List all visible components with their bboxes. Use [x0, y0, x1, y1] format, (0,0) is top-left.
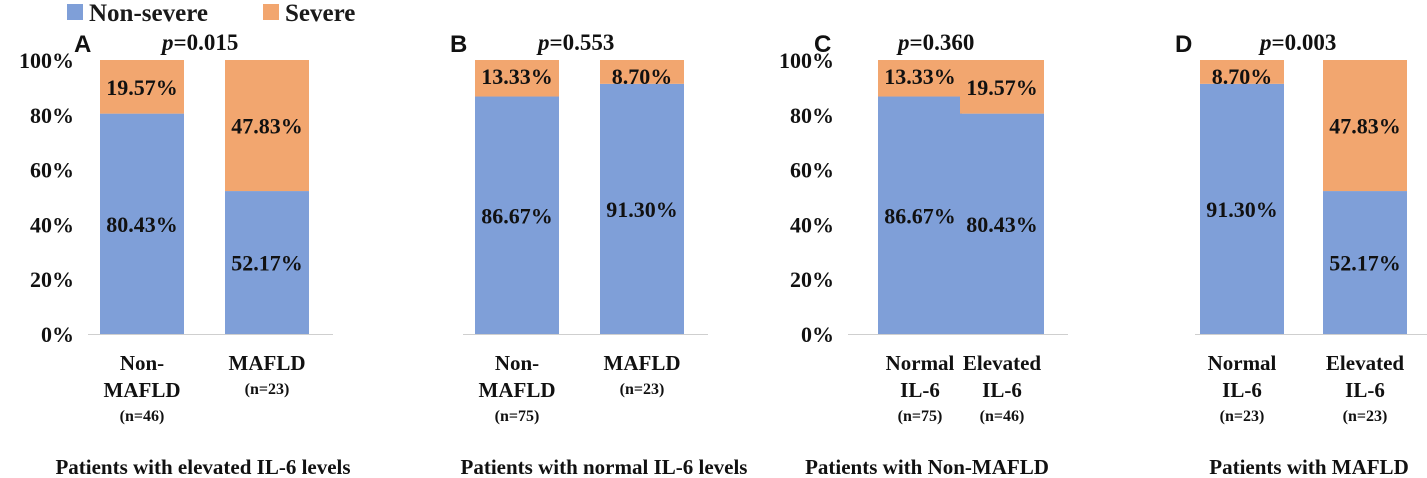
panel-letter: B — [450, 31, 467, 58]
panel-title: Patients with MAFLD — [1209, 455, 1408, 478]
category-n: (n=23) — [245, 381, 290, 398]
y-tick-label: 80% — [30, 103, 74, 128]
y-tick-label: 60% — [790, 158, 834, 183]
bar-non-severe-1 — [475, 96, 559, 334]
panel-title: Patients with elevated IL-6 levels — [55, 455, 350, 478]
bar-severe-2 — [1323, 60, 1407, 192]
data-label: 80.43% — [966, 212, 1038, 237]
category-label: Normal — [886, 351, 955, 375]
data-label: 19.57% — [106, 75, 178, 100]
data-label: 91.30% — [1206, 197, 1278, 222]
category-label: MAFLD — [479, 378, 556, 402]
category-label: Non- — [120, 351, 164, 375]
category-label: Elevated — [963, 351, 1041, 375]
data-label: 91.30% — [606, 197, 678, 222]
y-tick-label: 80% — [790, 103, 834, 128]
bar-non-severe-1 — [100, 113, 184, 335]
y-tick-label: 40% — [790, 212, 834, 237]
category-label: IL-6 — [1345, 378, 1385, 402]
p-value: p=0.015 — [160, 30, 238, 55]
bar-severe-2 — [600, 60, 684, 84]
p-prefix: p — [1258, 30, 1272, 55]
category-label: IL-6 — [1222, 378, 1262, 402]
category-label: Non- — [495, 351, 539, 375]
panel-title: Patients with normal IL-6 levels — [461, 455, 748, 478]
category-label: MAFLD — [104, 378, 181, 402]
legend-label-non-severe: Non-severe — [89, 0, 208, 27]
legend-swatch-non-severe — [67, 4, 83, 20]
legend: Non-severe Severe — [67, 0, 355, 27]
data-label: 80.43% — [106, 212, 178, 237]
y-tick-label: 20% — [790, 267, 834, 292]
data-label: 47.83% — [231, 114, 303, 139]
data-label: 86.67% — [884, 203, 956, 228]
category-n: (n=23) — [620, 381, 665, 398]
bar-non-severe-1 — [878, 96, 962, 334]
bar-severe-2 — [225, 60, 309, 192]
p-number: =0.360 — [910, 30, 975, 55]
bar-non-severe-2 — [1323, 191, 1407, 334]
y-tick-label: 20% — [30, 267, 74, 292]
category-label: IL-6 — [900, 378, 940, 402]
bar-severe-1 — [475, 60, 559, 97]
panel-title: Patients with Non-MAFLD — [805, 455, 1049, 478]
p-prefix: p — [896, 30, 910, 55]
p-number: =0.003 — [1272, 30, 1337, 55]
p-value: p=0.553 — [536, 30, 614, 55]
bar-non-severe-2 — [960, 113, 1044, 335]
bar-non-severe-1 — [1200, 83, 1284, 334]
p-prefix: p — [536, 30, 550, 55]
y-tick-label: 60% — [30, 158, 74, 183]
bar-severe-1 — [878, 60, 962, 97]
category-n: (n=23) — [1343, 408, 1388, 425]
p-number: =0.553 — [550, 30, 615, 55]
p-number: =0.015 — [174, 30, 239, 55]
data-label: 19.57% — [966, 75, 1038, 100]
category-n: (n=46) — [980, 408, 1025, 425]
data-label: 52.17% — [1329, 251, 1401, 276]
y-tick-label: 0% — [801, 322, 834, 347]
category-n: (n=75) — [898, 408, 943, 425]
data-label: 47.83% — [1329, 114, 1401, 139]
y-tick-label: 100% — [19, 48, 74, 73]
data-label: 8.70% — [1212, 64, 1273, 89]
bar-non-severe-2 — [600, 83, 684, 334]
p-value: p=0.360 — [896, 30, 974, 55]
bar-severe-1 — [1200, 60, 1284, 84]
panel-letter: C — [814, 31, 831, 58]
data-label: 86.67% — [481, 203, 553, 228]
panel-letter: A — [74, 31, 91, 58]
data-label: 13.33% — [481, 64, 553, 89]
data-label: 52.17% — [231, 251, 303, 276]
category-label: IL-6 — [982, 378, 1022, 402]
category-label: MAFLD — [229, 351, 306, 375]
y-tick-label: 100% — [779, 48, 834, 73]
legend-label-severe: Severe — [285, 0, 355, 27]
bar-non-severe-2 — [225, 191, 309, 334]
p-value: p=0.003 — [1258, 30, 1336, 55]
category-label: Elevated — [1326, 351, 1404, 375]
category-n: (n=23) — [1220, 408, 1265, 425]
category-label: MAFLD — [604, 351, 681, 375]
category-label: Normal — [1208, 351, 1277, 375]
y-tick-label: 0% — [41, 322, 74, 347]
y-tick-label: 40% — [30, 212, 74, 237]
bar-severe-2 — [960, 60, 1044, 114]
data-label: 8.70% — [612, 64, 673, 89]
panel-letter: D — [1175, 31, 1192, 58]
bar-severe-1 — [100, 60, 184, 114]
data-label: 13.33% — [884, 64, 956, 89]
legend-swatch-severe — [263, 4, 279, 20]
p-prefix: p — [160, 30, 174, 55]
category-n: (n=75) — [495, 408, 540, 425]
category-n: (n=46) — [120, 408, 165, 425]
